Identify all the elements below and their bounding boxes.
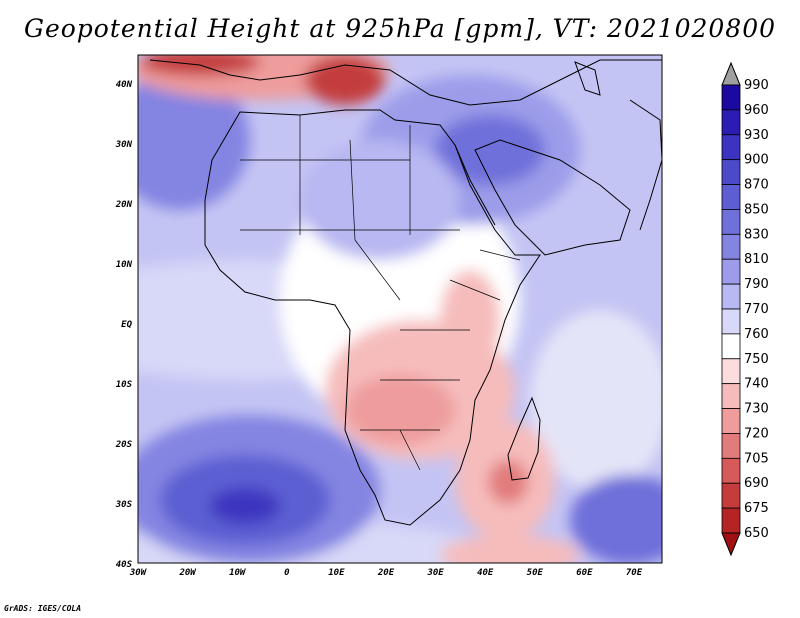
europe-coastline	[149, 59, 662, 106]
lon-label: 10E	[328, 568, 345, 578]
colorbar-bottom-arrow	[721, 532, 741, 557]
colorbar-level-label: 760	[744, 327, 769, 342]
colorbar-swatch	[721, 308, 741, 335]
colorbar-swatch	[721, 433, 741, 459]
lon-label: 60E	[576, 568, 593, 578]
africa-coastline	[204, 109, 541, 526]
lon-label: 20W	[178, 568, 197, 578]
colorbar-swatch	[721, 408, 741, 434]
colorbar-swatch	[721, 507, 741, 534]
colorbar-level-label: 650	[744, 526, 769, 541]
lon-label: 40E	[477, 568, 494, 578]
colorbar-level-label: 990	[744, 78, 769, 93]
borders	[240, 115, 521, 471]
colorbar-swatch	[721, 184, 741, 210]
arabia-coastline	[474, 139, 631, 256]
lat-label: 20N	[115, 200, 133, 210]
credit-text: GrADS: IGES/COLA	[4, 604, 82, 613]
lon-label: 50E	[527, 568, 544, 578]
colorbar-swatch	[721, 383, 741, 409]
lat-label: 40S	[116, 560, 133, 570]
chart-title: Geopotential Height at 925hPa [gpm], VT:…	[23, 14, 777, 43]
lon-label: 30E	[426, 568, 444, 578]
lat-label: 40N	[116, 80, 133, 90]
colorbar-level-label: 730	[744, 402, 769, 417]
colorbar-level-label: 770	[744, 302, 769, 317]
lat-label: 10N	[116, 260, 133, 270]
colorbar: 990 960 930 900 870 850 830 810 790 770 760 750 740 7…	[721, 61, 769, 557]
colorbar-level-label: 740	[744, 377, 769, 392]
caspian-coastline	[574, 61, 601, 96]
map-panel[interactable]	[30, 40, 690, 600]
red-sea-coastline	[454, 144, 496, 226]
colorbar-swatch	[721, 457, 741, 484]
height-field	[138, 55, 662, 563]
colorbar-swatch	[721, 333, 741, 360]
map-frame	[137, 54, 663, 564]
lon-label: 20E	[377, 568, 395, 578]
colorbar-swatch	[721, 209, 741, 235]
colorbar-swatch	[721, 258, 741, 285]
india-coastline	[629, 99, 662, 231]
lat-label: 30N	[115, 140, 133, 150]
lat-label: EQ	[121, 320, 132, 330]
colorbar-level-label: 720	[744, 426, 769, 441]
lat-label: 20S	[115, 440, 133, 450]
colorbar-swatch	[721, 159, 741, 185]
colorbar-level-label: 850	[744, 202, 769, 217]
colorbar-level-label: 930	[744, 128, 769, 143]
lon-axis: 30W 20W 10W 0 10E 20E 30E 40E 50E 60E 70…	[129, 568, 643, 578]
lat-label: 30S	[115, 500, 133, 510]
colorbar-level-label: 900	[744, 153, 769, 168]
lon-label: 70E	[626, 568, 643, 578]
colorbar-level-label: 690	[744, 476, 769, 491]
colorbar-swatch	[721, 134, 741, 161]
colorbar-level-label: 705	[744, 451, 769, 466]
colorbar-level-label: 675	[744, 501, 769, 516]
lat-label: 10S	[116, 380, 133, 390]
madagascar-coastline	[507, 396, 541, 481]
coastlines	[149, 59, 662, 526]
colorbar-swatch	[721, 84, 741, 111]
lon-label: 10W	[229, 568, 247, 578]
colorbar-top-arrow	[721, 61, 741, 86]
colorbar-swatch	[721, 233, 741, 260]
colorbar-swatch	[721, 358, 741, 385]
colorbar-swatch	[721, 109, 741, 136]
colorbar-level-label: 810	[744, 252, 769, 267]
colorbar-swatch	[721, 482, 741, 509]
lon-label: 0	[284, 568, 290, 578]
lon-label: 30W	[129, 568, 148, 578]
colorbar-level-label: 830	[744, 227, 769, 242]
colorbar-swatch	[721, 283, 741, 310]
colorbar-level-label: 960	[744, 103, 769, 118]
colorbar-level-label: 750	[744, 352, 769, 367]
colorbar-level-label: 870	[744, 178, 769, 193]
colorbar-level-label: 790	[744, 277, 769, 292]
lat-axis: 40N 30N 20N 10N EQ 10S 20S 30S 40S	[115, 80, 133, 570]
